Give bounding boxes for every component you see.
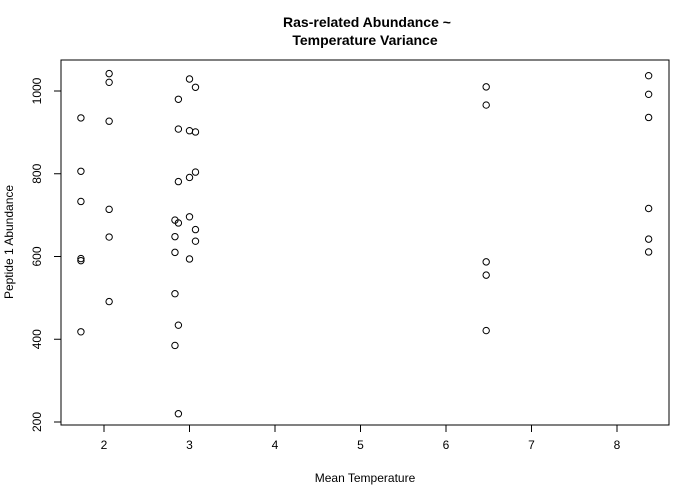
data-point — [105, 233, 113, 241]
data-point — [174, 410, 183, 418]
data-point — [644, 90, 653, 99]
data-point — [191, 237, 200, 245]
plot-frame — [60, 59, 670, 426]
data-point — [77, 167, 85, 175]
x-axis: 2 3 4 5 6 7 8 — [101, 425, 621, 452]
y-axis: 200 400 600 800 1000 — [30, 77, 61, 432]
data-point — [185, 75, 194, 83]
data-point — [185, 127, 194, 135]
data-point — [482, 101, 490, 109]
data-point — [185, 213, 194, 221]
data-point — [482, 83, 490, 91]
data-point — [644, 71, 653, 80]
data-point — [105, 117, 113, 125]
data-point — [77, 256, 85, 265]
chart-title-line-2: Temperature Variance — [292, 32, 437, 48]
y-tick-label: 800 — [30, 163, 44, 183]
data-point — [105, 205, 113, 214]
y-tick-label: 1000 — [30, 77, 44, 104]
data-point — [191, 83, 200, 91]
x-tick-label: 7 — [528, 438, 535, 452]
data-point — [191, 168, 200, 176]
y-tick-label: 600 — [30, 246, 44, 266]
x-tick-label: 3 — [186, 438, 193, 452]
x-tick-label: 6 — [443, 438, 450, 452]
data-point — [191, 128, 200, 136]
data-point — [77, 328, 85, 336]
data-point — [174, 219, 183, 227]
x-tick-label: 5 — [357, 438, 364, 452]
data-point — [644, 113, 653, 122]
data-point — [174, 321, 183, 329]
data-point — [171, 248, 179, 257]
x-tick-label: 4 — [272, 438, 279, 452]
data-point — [185, 255, 194, 263]
data-point — [174, 95, 183, 103]
x-axis-label: Mean Temperature — [315, 471, 416, 485]
data-point — [77, 197, 85, 206]
data-point — [482, 326, 490, 335]
data-point — [105, 69, 113, 78]
data-point — [644, 204, 653, 213]
data-point — [77, 114, 85, 122]
data-point — [171, 290, 179, 298]
data-point — [185, 173, 194, 182]
data-point — [644, 248, 653, 256]
data-point — [77, 254, 85, 263]
data-point — [174, 125, 183, 133]
chart-title-line-1: Ras-related Abundance ~ — [283, 14, 451, 30]
data-point — [644, 235, 653, 243]
data-point — [105, 78, 113, 87]
data-points — [77, 69, 653, 418]
x-tick-label: 8 — [614, 438, 621, 452]
data-point — [482, 258, 490, 266]
data-point — [171, 341, 179, 350]
y-tick-label: 400 — [30, 329, 44, 349]
data-point — [191, 225, 200, 234]
data-point — [174, 177, 183, 186]
x-tick-label: 2 — [101, 438, 108, 452]
y-axis-label: Peptide 1 Abundance — [2, 185, 16, 299]
data-point — [171, 232, 179, 241]
data-point — [482, 271, 490, 279]
data-point — [105, 297, 113, 306]
y-tick-label: 200 — [30, 412, 44, 432]
